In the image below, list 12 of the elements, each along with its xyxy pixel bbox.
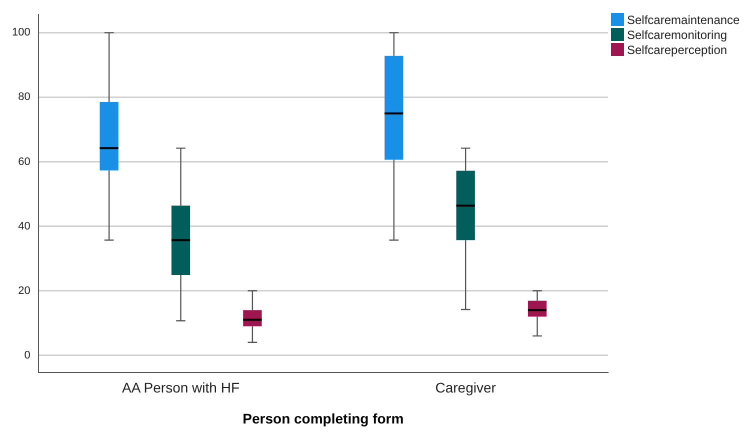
- y-tick-label: 40: [18, 220, 30, 232]
- y-tick-label: 100: [12, 26, 30, 39]
- y-tick-label: 60: [18, 156, 30, 168]
- x-axis-title: Person completing form: [242, 410, 404, 426]
- x-tick-label: Caregiver: [435, 380, 496, 396]
- y-tick-label: 20: [18, 284, 30, 297]
- legend-label: Selfcareperception: [627, 42, 728, 56]
- legend-label: Selfcaremonitoring: [627, 28, 728, 42]
- y-tick-label: 0: [24, 349, 30, 362]
- legend-label: Selfcaremaintenance: [627, 12, 740, 26]
- y-tick-label: 80: [18, 91, 30, 104]
- x-tick-label: AA Person with HF: [122, 380, 240, 396]
